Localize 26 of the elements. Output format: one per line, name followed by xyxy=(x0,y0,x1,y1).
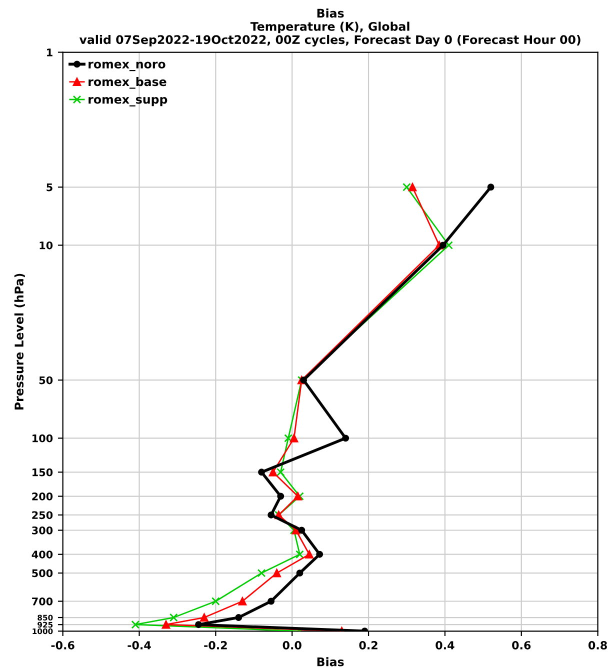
y-tick-label: 5 xyxy=(46,183,52,192)
y-tick-label: 300 xyxy=(32,526,53,534)
y-tick-label: 500 xyxy=(32,569,53,578)
y-tick-label: 700 xyxy=(32,597,53,606)
x-tick-label: 0.2 xyxy=(359,641,378,650)
y-tick-label: 400 xyxy=(32,550,53,558)
legend-label: romex_supp xyxy=(88,97,168,106)
x-tick-label: 0.0 xyxy=(282,641,302,650)
chart-title: Bias Temperature (K), Global valid 07Sep2022-19Oct2022, 00Z cycles, Forecast Day 0 (Forecast Hour 00) xyxy=(79,8,580,46)
x-tick-label: -0.4 xyxy=(128,641,151,650)
y-tick-label: 200 xyxy=(32,492,53,500)
x-tick-label: 0.4 xyxy=(436,641,454,650)
x-tick-label: -0.2 xyxy=(204,641,227,650)
y-tick-label: 10 xyxy=(40,241,53,250)
legend-label: romex_noro xyxy=(88,62,166,72)
x-tick-label: 0.6 xyxy=(512,641,531,650)
y-tick-label: 50 xyxy=(39,376,53,384)
y-axis-title: Pressure Level (hPa) xyxy=(14,274,25,410)
y-tick-label: 150 xyxy=(32,468,53,476)
x-tick-label: 0.8 xyxy=(588,641,607,650)
y-tick-label: 1 xyxy=(47,48,52,56)
x-tick-label: -0.6 xyxy=(51,641,74,650)
x-axis-title: Bias xyxy=(317,657,344,666)
y-tick-label: 100 xyxy=(32,434,53,442)
y-tick-label: 250 xyxy=(32,511,53,520)
legend-label: romex_base xyxy=(88,77,166,89)
